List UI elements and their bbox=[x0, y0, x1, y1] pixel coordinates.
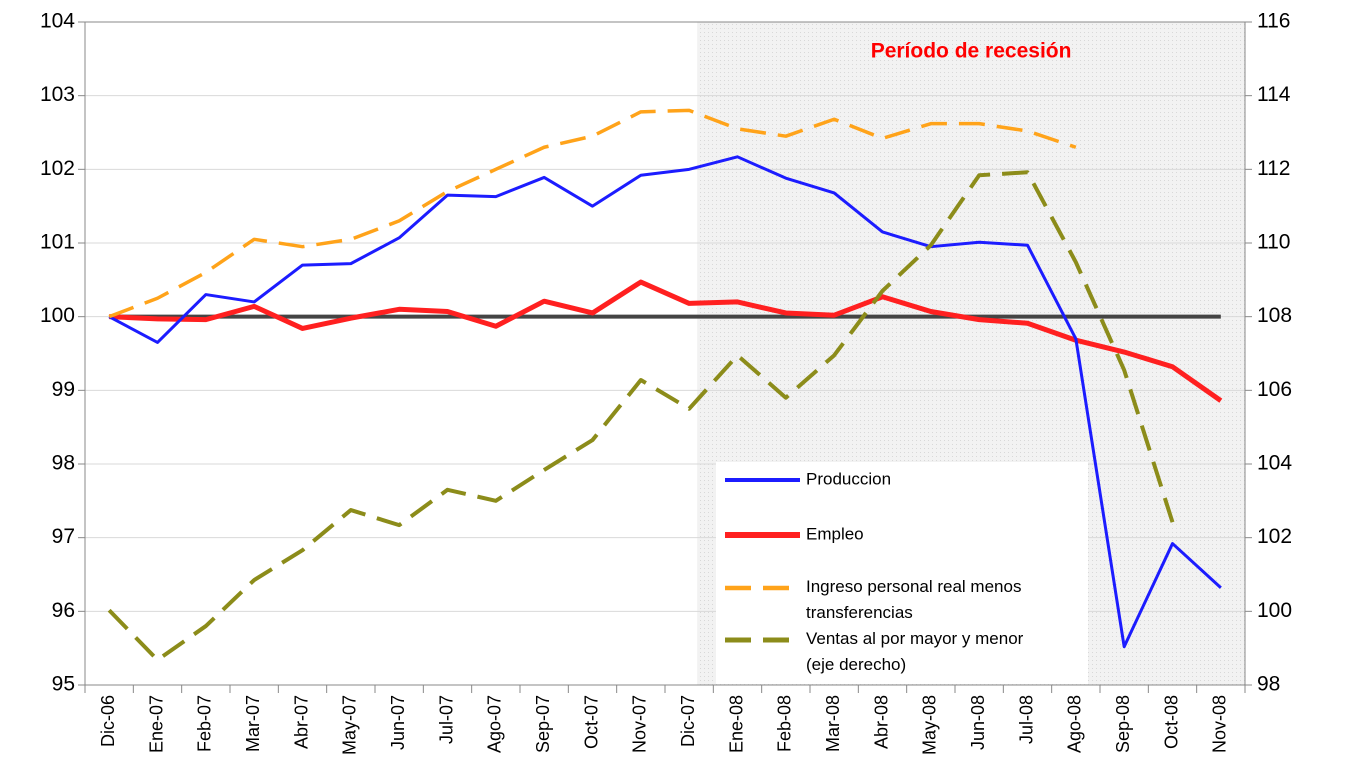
legend-label: Produccion bbox=[806, 469, 891, 488]
y-tick-label: 100 bbox=[40, 304, 75, 327]
x-tick-label: Ago-08 bbox=[1065, 695, 1085, 753]
series-line bbox=[107, 170, 1175, 662]
y2-tick-label: 102 bbox=[1257, 525, 1292, 548]
x-tick-label: Abr-08 bbox=[871, 695, 891, 749]
legend-label: Ingreso personal real menos transferencia… bbox=[806, 577, 1021, 622]
x-tick-label: Oct-08 bbox=[1161, 695, 1181, 749]
x-tick-label: Sep-08 bbox=[1113, 695, 1133, 753]
y2-tick-label: 106 bbox=[1257, 378, 1292, 401]
x-tick-label: Ene-08 bbox=[726, 695, 746, 753]
x-tick-label: May-07 bbox=[340, 695, 360, 755]
y-tick-label: 97 bbox=[52, 525, 75, 548]
y2-tick-label: 98 bbox=[1257, 673, 1280, 696]
series-line bbox=[108, 155, 1222, 649]
y2-tick-label: 110 bbox=[1257, 231, 1290, 254]
legend-box bbox=[716, 462, 1088, 684]
y-tick-label: 101 bbox=[40, 231, 75, 254]
y-tick-label: 96 bbox=[52, 599, 75, 622]
y2-tick-label: 104 bbox=[1257, 452, 1292, 475]
y-tick-label: 103 bbox=[40, 83, 75, 106]
x-tick-label: Ene-07 bbox=[146, 695, 166, 753]
x-tick-label: Dic-07 bbox=[678, 695, 698, 747]
x-tick-label: Sep-07 bbox=[533, 695, 553, 753]
y-tick-label: 104 bbox=[40, 10, 75, 33]
y2-tick-label: 100 bbox=[1257, 599, 1292, 622]
legend-label: Ventas al por mayor y menor (eje derecho) bbox=[806, 629, 1024, 674]
x-tick-label: Feb-07 bbox=[195, 695, 215, 752]
y-tick-label: 98 bbox=[52, 452, 75, 475]
y-tick-label: 95 bbox=[52, 673, 75, 696]
x-tick-label: Jun-08 bbox=[968, 695, 988, 750]
recession-label: Período de recesión bbox=[871, 40, 1072, 63]
y2-tick-label: 108 bbox=[1257, 304, 1292, 327]
x-tick-label: Feb-08 bbox=[775, 695, 795, 752]
x-tick-label: Oct-07 bbox=[581, 695, 601, 749]
x-tick-label: Jul-08 bbox=[1016, 695, 1036, 744]
x-tick-label: Dic-06 bbox=[98, 695, 118, 747]
x-tick-label: Mar-08 bbox=[823, 695, 843, 752]
series-line bbox=[109, 279, 1223, 403]
x-tick-label: May-08 bbox=[920, 695, 940, 755]
x-tick-label: Nov-08 bbox=[1210, 695, 1230, 753]
y2-tick-label: 116 bbox=[1257, 10, 1290, 33]
x-tick-label: Ago-07 bbox=[485, 695, 505, 753]
legend: Produccion Empleo Ingreso personal real me… bbox=[716, 462, 1088, 684]
y2-tick-label: 112 bbox=[1257, 157, 1290, 180]
x-tick-label: Jun-07 bbox=[388, 695, 408, 750]
legend-label: Empleo bbox=[806, 524, 864, 543]
y-tick-label: 102 bbox=[40, 157, 75, 180]
y-tick-label: 99 bbox=[52, 378, 75, 401]
y2-tick-label: 114 bbox=[1257, 83, 1291, 106]
x-tick-label: Jul-07 bbox=[436, 695, 456, 744]
x-tick-label: Abr-07 bbox=[291, 695, 311, 749]
x-tick-label: Mar-07 bbox=[243, 695, 263, 752]
x-tick-label: Nov-07 bbox=[630, 695, 650, 753]
